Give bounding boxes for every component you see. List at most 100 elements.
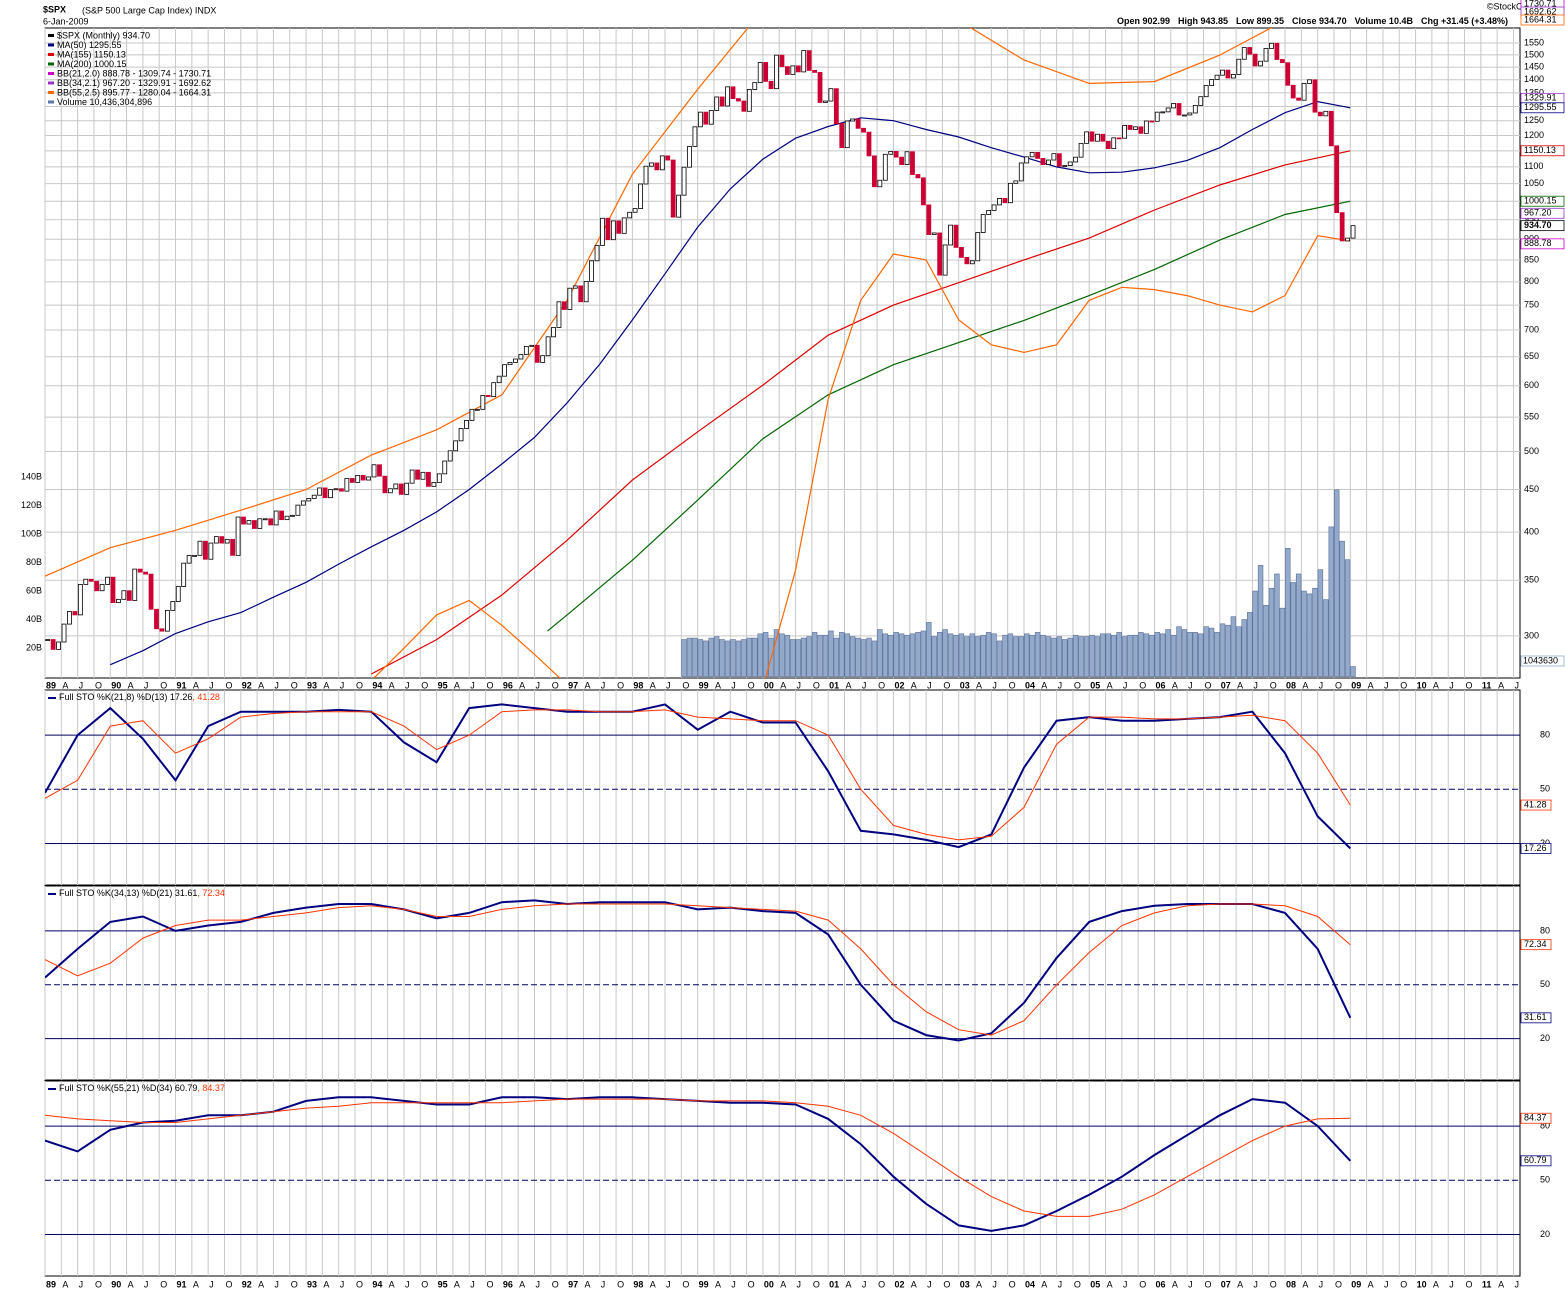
volume-bar bbox=[871, 640, 878, 677]
candle bbox=[915, 174, 921, 179]
x-tick-label: J bbox=[1514, 680, 1519, 690]
volume-bar bbox=[1034, 632, 1041, 677]
volume-bar bbox=[904, 634, 910, 677]
x-tick-label: J bbox=[340, 1279, 345, 1289]
value-tag: 967.20 bbox=[1524, 208, 1552, 218]
candle bbox=[50, 639, 56, 650]
x-tick-label: J bbox=[1384, 680, 1389, 690]
candle bbox=[1252, 53, 1258, 67]
x-tick-label: J bbox=[1188, 1279, 1193, 1289]
x-tick-label: A bbox=[1237, 1279, 1243, 1289]
legend-entry: BB(21,2.0) 888.78 - 1309.74 - 1730.71 bbox=[57, 68, 211, 78]
x-tick-label: O bbox=[160, 1279, 167, 1289]
x-tick-label: O bbox=[1335, 1279, 1342, 1289]
volume-bar bbox=[773, 629, 780, 677]
x-tick-label: O bbox=[1074, 1279, 1081, 1289]
candle bbox=[295, 504, 301, 516]
candle bbox=[1290, 84, 1296, 99]
volume-bar bbox=[1105, 633, 1111, 677]
plot-area bbox=[45, 28, 1520, 678]
candle bbox=[1274, 42, 1280, 60]
candle bbox=[480, 395, 486, 410]
candle bbox=[839, 123, 845, 149]
x-tick-label: O bbox=[487, 1279, 494, 1289]
value-tag-box bbox=[1520, 939, 1552, 951]
x-tick-label: J bbox=[1384, 1279, 1389, 1289]
y2-tick-label: 140B bbox=[21, 471, 42, 481]
y-tick-label: 1350 bbox=[1524, 87, 1544, 97]
y-tick-label: 450 bbox=[1524, 484, 1539, 494]
candle bbox=[703, 111, 709, 125]
value-tag: 84.37 bbox=[1524, 1113, 1547, 1123]
volume-bar bbox=[1181, 629, 1188, 677]
candle bbox=[322, 487, 328, 499]
y-tick-label: 1500 bbox=[1524, 49, 1544, 59]
x-tick-label: J bbox=[1449, 680, 1454, 690]
candle bbox=[1051, 153, 1057, 161]
x-tick-label: A bbox=[1302, 680, 1308, 690]
x-tick-label: A bbox=[584, 1279, 590, 1289]
candle bbox=[262, 518, 268, 521]
candle bbox=[72, 611, 78, 616]
candle bbox=[420, 471, 426, 480]
candle bbox=[953, 224, 959, 248]
volume-bar bbox=[1100, 633, 1106, 677]
x-tick-label: A bbox=[976, 1279, 982, 1289]
candle bbox=[306, 498, 312, 502]
candle bbox=[1143, 120, 1149, 134]
x-tick-label: 02 bbox=[894, 1279, 904, 1289]
volume-bar bbox=[1263, 605, 1269, 677]
candle bbox=[920, 177, 926, 206]
x-tick-label: 99 bbox=[699, 1279, 709, 1289]
candle bbox=[1230, 74, 1236, 79]
candle bbox=[1100, 133, 1106, 142]
candle bbox=[311, 494, 317, 499]
x-tick-label: 06 bbox=[1156, 1279, 1166, 1289]
date: 6-Jan-2009 bbox=[43, 16, 89, 26]
candle bbox=[387, 488, 393, 494]
candle bbox=[105, 576, 110, 585]
x-tick-label: 93 bbox=[307, 1279, 317, 1289]
y-tick-label: 50 bbox=[1540, 979, 1550, 989]
legend-entry: BB(34,2.1) 967.20 - 1329.91 - 1692.62 bbox=[57, 78, 211, 88]
y-tick-label: 950 bbox=[1524, 214, 1539, 224]
legend-swatch bbox=[48, 91, 54, 94]
candle bbox=[1192, 105, 1198, 114]
candle bbox=[589, 260, 594, 282]
candle bbox=[67, 611, 72, 625]
volume-bar bbox=[1170, 634, 1177, 677]
legend-entry: MA(155) 1150.13 bbox=[57, 49, 126, 59]
candle bbox=[1339, 212, 1345, 242]
volume-bar bbox=[1111, 634, 1117, 677]
candle bbox=[545, 336, 551, 357]
x-tick-label: 95 bbox=[438, 680, 448, 690]
x-tick-label: J bbox=[79, 1279, 84, 1289]
x-tick-label: O bbox=[1466, 1279, 1473, 1289]
candle bbox=[1241, 47, 1247, 60]
x-tick-label: J bbox=[144, 680, 149, 690]
x-tick-label: 90 bbox=[111, 1279, 121, 1289]
legend-swatch bbox=[48, 100, 54, 104]
candle bbox=[605, 217, 611, 241]
x-tick-label: O bbox=[617, 1279, 624, 1289]
x-tick-label: A bbox=[454, 680, 460, 690]
volume-tag-box bbox=[1520, 655, 1565, 667]
volume-bar bbox=[833, 637, 840, 677]
y-tick-label: 80 bbox=[1540, 730, 1550, 740]
x-tick-label: O bbox=[1009, 680, 1016, 690]
candle bbox=[1056, 153, 1062, 167]
volume-bar bbox=[1203, 626, 1209, 677]
candle bbox=[175, 586, 181, 602]
candle bbox=[1154, 111, 1160, 122]
x-tick-label: 04 bbox=[1025, 1279, 1035, 1289]
candle bbox=[872, 155, 877, 188]
candle bbox=[45, 639, 51, 641]
x-tick-label: O bbox=[1270, 680, 1277, 690]
x-tick-label: 08 bbox=[1286, 680, 1296, 690]
x-tick-label: O bbox=[356, 1279, 363, 1289]
candle bbox=[687, 146, 692, 168]
candle bbox=[110, 576, 116, 604]
volume-bar bbox=[909, 633, 916, 677]
x-tick-label: 09 bbox=[1351, 1279, 1361, 1289]
x-tick-label: J bbox=[405, 680, 410, 690]
